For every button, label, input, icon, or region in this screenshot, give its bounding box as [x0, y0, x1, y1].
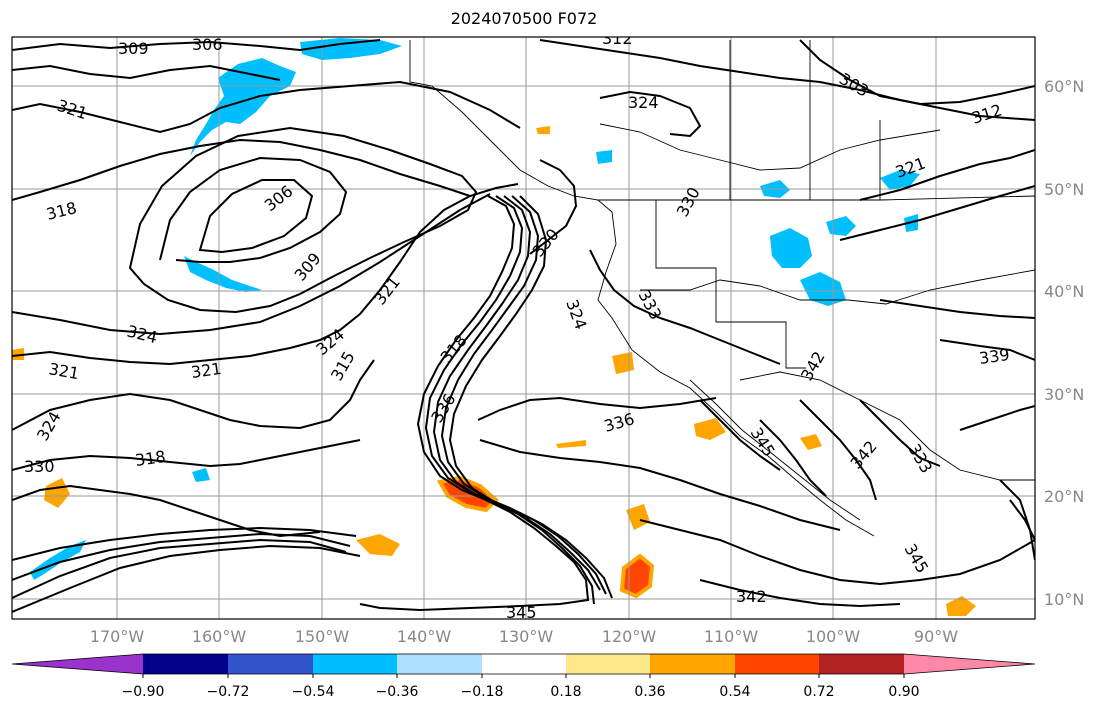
colorbar-segments: [11, 653, 1036, 675]
colorbar-tick-label: 0.18: [550, 684, 581, 700]
lat-label: 40°N: [1044, 282, 1084, 301]
colorbar-tick-label: −0.18: [461, 684, 504, 700]
colorbar-segment: [482, 654, 566, 674]
lon-label: 120°W: [602, 627, 657, 646]
lon-label: 140°W: [397, 627, 452, 646]
colorbar-segment: [566, 654, 650, 674]
contour-label: 345: [506, 603, 537, 622]
colorbar-tick-label: 0.72: [803, 684, 834, 700]
contour-label: 312: [602, 29, 633, 48]
colorbar-tick-label: −0.90: [122, 684, 165, 700]
contour-label: 324: [628, 93, 659, 112]
lon-label: 160°W: [192, 627, 247, 646]
map-plot-area: [12, 37, 1035, 619]
contour-label: 318: [134, 447, 167, 470]
colorbar: −0.90 −0.72 −0.54 −0.36 −0.18 0.18 0.36 …: [11, 653, 1036, 700]
contour-label: 309: [118, 39, 149, 58]
colorbar-segment: [904, 654, 1035, 674]
lat-labels: 60°N 50°N 40°N 30°N 20°N 10°N: [1044, 77, 1084, 609]
coastlines: [409, 40, 1035, 537]
lat-label: 10°N: [1044, 590, 1084, 609]
map-frame: [11, 36, 1036, 620]
colorbar-segment: [819, 654, 904, 674]
gridlines: [12, 37, 1035, 619]
colorbar-segment: [735, 654, 819, 674]
colorbar-ticks: [142, 674, 905, 678]
lon-labels: 170°W 160°W 150°W 140°W 130°W 120°W 110°…: [90, 627, 958, 646]
contour-label: 330: [24, 457, 55, 476]
colorbar-tick-label: −0.36: [376, 684, 419, 700]
lon-label: 110°W: [704, 627, 759, 646]
lon-label: 130°W: [499, 627, 554, 646]
contour-label: 339: [978, 345, 1011, 368]
colorbar-segment: [143, 654, 228, 674]
colorbar-tick-label: 0.54: [719, 684, 750, 700]
lat-label: 20°N: [1044, 487, 1084, 506]
map-title: 2024070500 F072: [450, 9, 598, 28]
contour-label: 321: [190, 359, 223, 382]
lon-label: 90°W: [914, 627, 958, 646]
colorbar-segment: [228, 654, 313, 674]
colorbar-tick-labels: −0.90 −0.72 −0.54 −0.36 −0.18 0.18 0.36 …: [122, 684, 920, 700]
colorbar-tick-label: −0.54: [292, 684, 335, 700]
lat-label: 60°N: [1044, 77, 1084, 96]
contour-label: 306: [192, 35, 223, 54]
colorbar-segment: [313, 654, 397, 674]
colorbar-segment: [397, 654, 482, 674]
lon-label: 150°W: [295, 627, 350, 646]
lon-label: 100°W: [806, 627, 861, 646]
lat-label: 50°N: [1044, 180, 1084, 199]
contour-label: 342: [736, 587, 767, 606]
colorbar-tick-label: 0.36: [634, 684, 665, 700]
colorbar-tick-label: −0.72: [207, 684, 250, 700]
colorbar-segment: [12, 654, 143, 674]
lon-label: 170°W: [90, 627, 145, 646]
lat-label: 30°N: [1044, 385, 1084, 404]
colorbar-segment: [650, 654, 735, 674]
contour-lines: [12, 39, 1035, 613]
colorbar-tick-label: 0.90: [888, 684, 919, 700]
